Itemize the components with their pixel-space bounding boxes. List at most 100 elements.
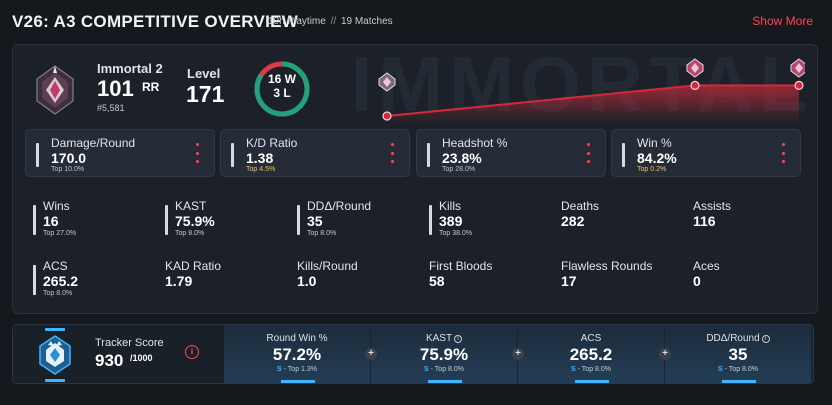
trend-point[interactable]	[690, 80, 700, 91]
tracker-metric-label-text: KAST	[425, 333, 453, 344]
stat-item: KAD Ratio 1.79	[165, 257, 295, 301]
stat-value: 17	[561, 273, 577, 289]
stat-item: Deaths 282	[561, 197, 691, 241]
stat-card-percentile: Top 0.2%	[637, 166, 667, 173]
tracker-metric-label-text: Round Win %	[266, 333, 328, 344]
level-label: Level	[187, 66, 221, 81]
tracker-metric-label-text: ACS	[580, 333, 602, 344]
tracker-metric: Round Win % 57.2% S - Top 1.3%	[224, 325, 370, 383]
tracker-metric-label: DDΔ/Round i	[665, 333, 811, 344]
stat-percentile: Top 8.0%	[175, 230, 205, 237]
tracker-metric-percentile: S - Top 8.0%	[571, 366, 611, 373]
stat-card-label: Win %	[637, 136, 672, 150]
stat-percentile: Top 8.0%	[307, 230, 337, 237]
trend-point[interactable]	[794, 80, 804, 91]
stat-card-value: 1.38	[246, 150, 274, 166]
stat-value: 1.79	[165, 273, 193, 289]
info-icon[interactable]: i	[761, 335, 770, 343]
level-value: 171	[186, 81, 225, 107]
stat-card-bar	[231, 143, 234, 167]
playtime-text: 10h Playtime	[268, 16, 326, 27]
losses-count: 3 L	[273, 86, 291, 100]
stat-label: Aces	[693, 259, 720, 273]
rank-name: Immortal 2	[97, 61, 163, 76]
tier-underline	[575, 380, 609, 383]
stat-card-label: Headshot %	[442, 136, 508, 150]
stat-item: Aces 0	[693, 257, 817, 301]
stat-value: 16	[43, 213, 59, 229]
stat-item: First Bloods 58	[429, 257, 559, 301]
trend-point[interactable]	[382, 111, 392, 121]
tracker-metric-top: Top 8.0%	[434, 366, 464, 373]
stat-bar	[429, 205, 432, 235]
plus-icon: +	[365, 348, 377, 360]
stat-item: Wins 16 Top 27.0%	[33, 197, 163, 241]
stat-bar	[33, 265, 36, 295]
immortal-rank-icon	[36, 65, 74, 115]
stat-item: ACS 265.2 Top 8.0%	[33, 257, 163, 301]
stat-item: Kills 389 Top 38.0%	[429, 197, 559, 241]
grade-letter: S	[718, 366, 723, 373]
page-title: V26: A3 COMPETITIVE OVERVIEW	[12, 12, 299, 31]
stat-card-bar	[36, 143, 39, 167]
show-more-link[interactable]: Show More	[752, 14, 813, 28]
stat-card-value: 170.0	[51, 150, 87, 166]
tracker-metric: KAST i 75.9% S - Top 8.0%	[371, 325, 517, 383]
stat-label: KAD Ratio	[165, 259, 222, 273]
more-options-icon[interactable]	[587, 143, 591, 163]
rank-trend-chart	[378, 58, 805, 123]
stat-value: 116	[693, 213, 716, 229]
grade-letter: S	[571, 366, 576, 373]
tracker-metric-label: KAST i	[371, 333, 517, 344]
tracker-metric-top: Top 8.0%	[728, 366, 758, 373]
stat-card: Headshot % 23.8% Top 28.0%	[416, 129, 606, 177]
tracker-metric-value: 265.2	[569, 345, 613, 364]
stat-card-percentile: Top 4.5%	[246, 166, 276, 173]
tracker-score-value: 930	[95, 351, 124, 370]
stat-value: 389	[439, 213, 463, 229]
stat-card: Win % 84.2% Top 0.2%	[611, 129, 801, 177]
plus-icon: +	[512, 348, 524, 360]
stat-label: Assists	[693, 199, 732, 213]
tracker-metric-value: 57.2%	[272, 345, 322, 364]
stat-bar	[297, 205, 300, 235]
tracker-metric-top: Top 8.0%	[581, 366, 611, 373]
stat-card-value: 23.8%	[442, 150, 482, 166]
tracker-metric-percentile: S - Top 8.0%	[424, 366, 464, 373]
tracker-metric: ACS 265.2 S - Top 8.0%	[518, 325, 664, 383]
more-options-icon[interactable]	[196, 143, 200, 163]
stat-percentile: Top 8.0%	[43, 290, 73, 297]
stat-card: Damage/Round 170.0 Top 10.0%	[25, 129, 215, 177]
more-options-icon[interactable]	[391, 143, 395, 163]
stat-value: 265.2	[43, 273, 79, 289]
trend-area	[387, 85, 799, 123]
tracker-metric: DDΔ/Round i 35 S - Top 8.0%	[665, 325, 811, 383]
grade-letter: S	[277, 366, 282, 373]
stat-card-label: Damage/Round	[51, 136, 136, 150]
tier-underline	[281, 380, 315, 383]
stat-value: 1.0	[297, 273, 317, 289]
stat-label: KAST	[175, 199, 207, 213]
stat-item: Assists 116	[693, 197, 817, 241]
info-icon[interactable]: i	[454, 335, 463, 343]
stat-label: Kills	[439, 199, 462, 213]
leaderboard-position: #5,581	[97, 103, 125, 113]
stat-label: Kills/Round	[297, 259, 358, 273]
stat-card-bar	[427, 143, 430, 167]
radiant-gem-icon	[378, 72, 396, 92]
stat-card: K/D Ratio 1.38 Top 4.5%	[220, 129, 410, 177]
stat-bar	[165, 205, 168, 235]
immortal-gem-icon	[686, 58, 704, 78]
stat-label: Wins	[43, 199, 70, 213]
stat-card-bar	[622, 143, 625, 167]
stat-value: 282	[561, 213, 585, 229]
stat-card-value: 84.2%	[637, 150, 677, 166]
stat-item: KAST 75.9% Top 8.0%	[165, 197, 295, 241]
tracker-metric-value: 75.9%	[419, 345, 469, 364]
stat-bar	[33, 205, 36, 235]
stat-item: Flawless Rounds 17	[561, 257, 691, 301]
stat-value: 75.9%	[175, 213, 215, 229]
meta-separator: //	[330, 16, 337, 27]
more-options-icon[interactable]	[782, 143, 786, 163]
info-icon[interactable]: i	[185, 345, 199, 359]
